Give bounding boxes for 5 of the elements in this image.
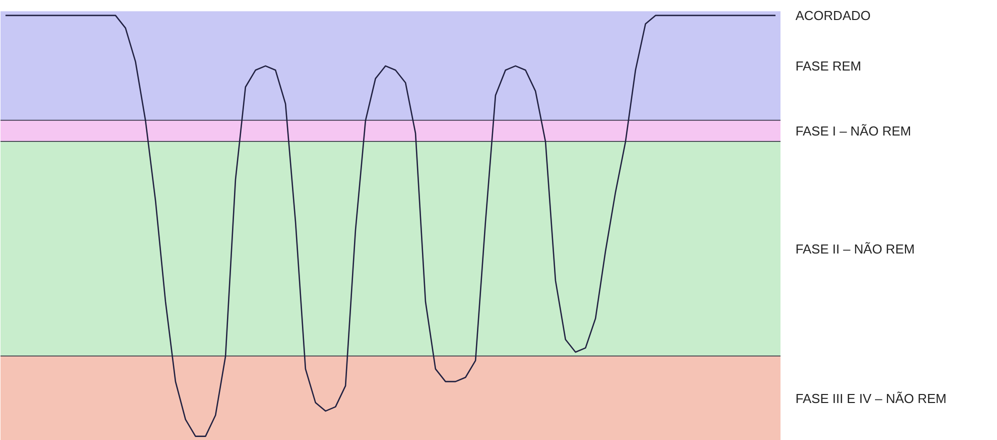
text: ACORDADO xyxy=(796,8,871,23)
band-label: FASE III E IV – NÃO REM xyxy=(796,390,946,406)
band-label: FASE II – NÃO REM xyxy=(796,242,915,257)
band-label: FASE REM xyxy=(796,58,862,74)
band-label: FASE I – NÃO REM xyxy=(796,124,912,139)
